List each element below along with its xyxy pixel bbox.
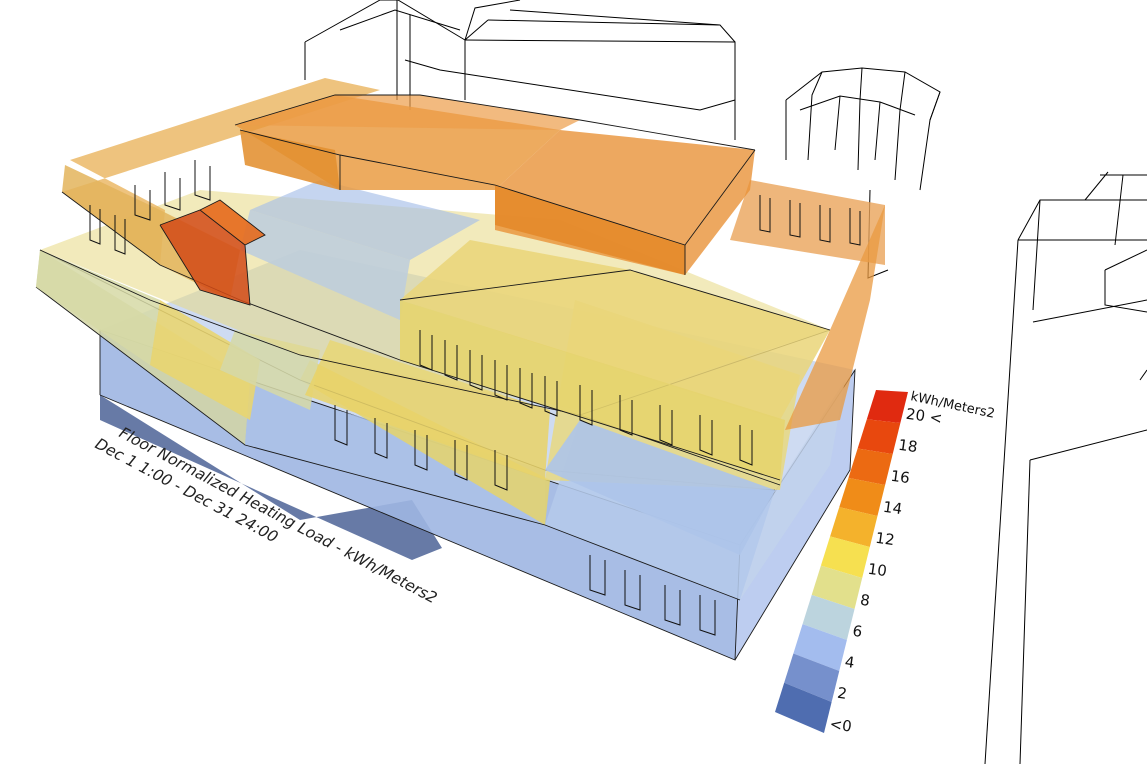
legend-swatch <box>802 594 855 640</box>
legend-label: 16 <box>890 467 911 487</box>
floor-3-blue-block <box>545 420 775 555</box>
floor-4-blue-top <box>250 180 480 260</box>
floor-2-right <box>740 380 845 600</box>
roof-level <box>234 94 756 275</box>
legend-label: <0 <box>829 715 853 736</box>
window-mullions <box>89 160 861 636</box>
legend-label: 2 <box>836 684 848 703</box>
roof-orange-front <box>240 130 340 190</box>
floor-3-yellow-front <box>305 340 550 480</box>
legend-swatch <box>857 419 901 454</box>
legend-label: 14 <box>882 498 903 518</box>
roof-orange-top <box>235 95 580 130</box>
ground-shadow <box>100 395 442 560</box>
legend-swatch <box>784 653 840 702</box>
legend-label: 8 <box>859 591 871 610</box>
legend-swatch <box>820 536 870 578</box>
legend-swatch <box>775 682 832 733</box>
legend-labels: 20 < 18 16 14 12 10 8 6 4 2 <0 <box>829 405 944 736</box>
legend-swatch <box>793 624 847 671</box>
legend-label: 18 <box>897 436 918 456</box>
legend-label: 20 < <box>905 405 944 428</box>
floor-4-yellow-big <box>400 240 830 420</box>
legend-swatch <box>848 448 893 485</box>
legend-swatch <box>866 390 908 423</box>
legend-label: 6 <box>851 622 863 641</box>
legend-swatches <box>775 390 908 733</box>
floor-4-right-side <box>785 205 885 430</box>
floor-3-left-pale <box>36 250 160 365</box>
floor-4-right-orange <box>730 180 885 265</box>
floor-2-front-blue <box>245 385 545 525</box>
legend-label: 12 <box>874 529 895 549</box>
legend-swatch <box>811 565 863 609</box>
legend-label: 4 <box>844 653 856 672</box>
legend-swatch <box>839 477 886 516</box>
floor-4-blue-block <box>240 210 410 320</box>
legend-label: 10 <box>867 560 888 580</box>
roof-orange-right-front <box>495 185 685 275</box>
stairwell-red <box>159 199 266 306</box>
context-buildings <box>304 0 1147 764</box>
legend-swatch <box>830 507 878 547</box>
floor-3-yellow-mid <box>150 300 260 420</box>
